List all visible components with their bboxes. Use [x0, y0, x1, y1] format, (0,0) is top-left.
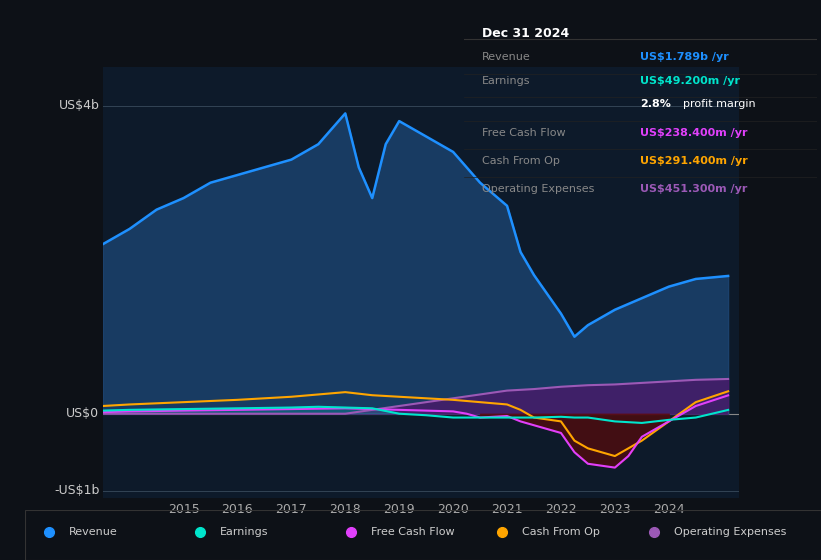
Text: US$238.400m /yr: US$238.400m /yr [640, 128, 748, 138]
Text: Dec 31 2024: Dec 31 2024 [481, 27, 569, 40]
Text: Operating Expenses: Operating Expenses [481, 184, 594, 194]
Text: Operating Expenses: Operating Expenses [674, 528, 786, 537]
Text: Earnings: Earnings [481, 76, 530, 86]
Text: Revenue: Revenue [481, 52, 530, 62]
Text: Cash From Op: Cash From Op [522, 528, 600, 537]
Text: Revenue: Revenue [68, 528, 117, 537]
Text: US$451.300m /yr: US$451.300m /yr [640, 184, 748, 194]
Text: US$1.789b /yr: US$1.789b /yr [640, 52, 729, 62]
Text: Earnings: Earnings [220, 528, 268, 537]
Text: US$4b: US$4b [58, 99, 99, 112]
Text: Cash From Op: Cash From Op [481, 156, 559, 166]
Text: US$49.200m /yr: US$49.200m /yr [640, 76, 741, 86]
Text: -US$1b: -US$1b [54, 484, 99, 497]
Text: 2.8%: 2.8% [640, 99, 672, 109]
Text: Free Cash Flow: Free Cash Flow [481, 128, 565, 138]
Text: US$291.400m /yr: US$291.400m /yr [640, 156, 748, 166]
Text: profit margin: profit margin [683, 99, 755, 109]
Text: Free Cash Flow: Free Cash Flow [371, 528, 455, 537]
Text: US$0: US$0 [67, 407, 99, 420]
